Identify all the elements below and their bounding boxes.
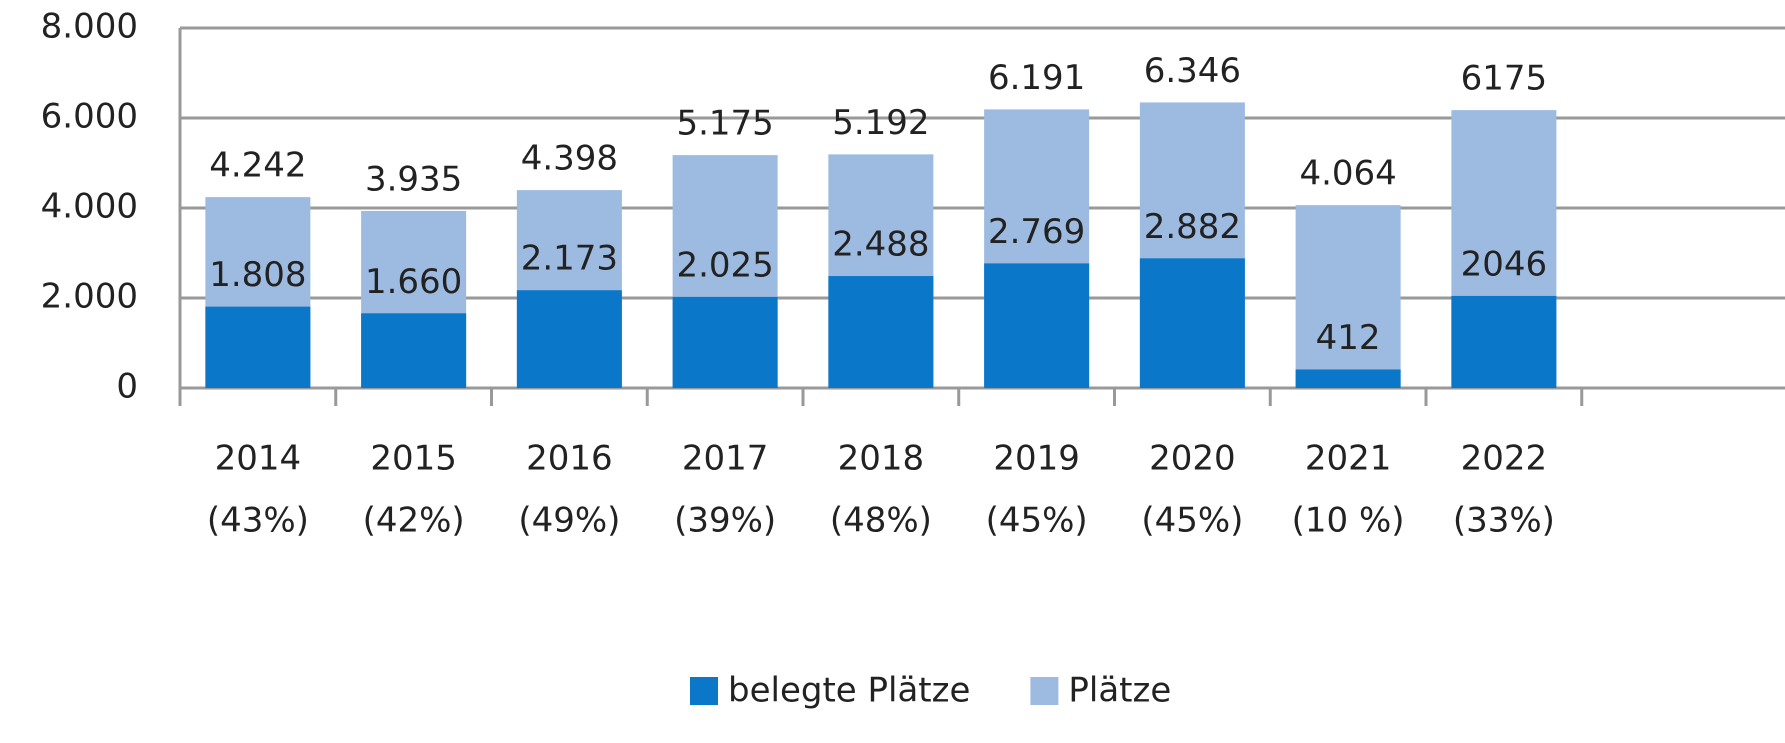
y-tick-label: 8.000 bbox=[41, 7, 138, 47]
data-label: 1.808 bbox=[209, 255, 306, 295]
x-tick-label: 2014 bbox=[215, 439, 302, 479]
data-label: 2046 bbox=[1461, 244, 1548, 284]
legend-label: Plätze bbox=[1068, 671, 1171, 711]
data-label: 6.191 bbox=[988, 58, 1085, 98]
x-tick-note: (42%) bbox=[363, 501, 465, 541]
bar bbox=[205, 306, 311, 388]
x-tick-label: 2015 bbox=[370, 439, 457, 479]
x-tick-label: 2021 bbox=[1305, 439, 1392, 479]
data-label: 6.346 bbox=[1144, 51, 1241, 91]
x-tick-label: 2020 bbox=[1149, 439, 1236, 479]
x-tick-label: 2018 bbox=[838, 439, 925, 479]
bar bbox=[828, 276, 934, 388]
y-tick-label: 4.000 bbox=[41, 187, 138, 227]
x-tick-note: (48%) bbox=[830, 501, 932, 541]
bar bbox=[1451, 295, 1557, 388]
data-label: 2.173 bbox=[521, 239, 618, 279]
y-tick-label: 2.000 bbox=[41, 277, 138, 317]
data-label: 2.769 bbox=[988, 212, 1085, 252]
data-label: 2.025 bbox=[676, 245, 773, 285]
data-label: 3.935 bbox=[365, 159, 462, 199]
x-tick-label: 2019 bbox=[993, 439, 1080, 479]
bar bbox=[361, 313, 467, 388]
bar bbox=[672, 296, 778, 388]
bar bbox=[1139, 258, 1245, 388]
bar bbox=[984, 263, 1090, 388]
legend-swatch bbox=[1030, 677, 1059, 705]
data-label: 4.064 bbox=[1299, 154, 1396, 194]
x-tick-note: (45%) bbox=[986, 501, 1088, 541]
data-label: 2.882 bbox=[1144, 207, 1241, 247]
legend-label: belegte Plätze bbox=[728, 671, 970, 711]
y-tick-label: 6.000 bbox=[41, 97, 138, 137]
bar bbox=[1295, 369, 1401, 388]
data-label: 412 bbox=[1316, 318, 1381, 358]
x-tick-label: 2016 bbox=[526, 439, 613, 479]
data-label: 5.192 bbox=[832, 103, 929, 143]
data-label: 2.488 bbox=[832, 225, 929, 265]
x-tick-note: (10 %) bbox=[1292, 501, 1405, 541]
x-tick-note: (33%) bbox=[1453, 501, 1555, 541]
data-label: 4.398 bbox=[521, 139, 618, 179]
data-label: 5.175 bbox=[676, 104, 773, 144]
x-tick-label: 2022 bbox=[1461, 439, 1548, 479]
x-tick-note: (45%) bbox=[1141, 501, 1243, 541]
legend-swatch bbox=[690, 677, 718, 705]
x-tick-note: (43%) bbox=[207, 501, 309, 541]
x-tick-note: (39%) bbox=[674, 501, 776, 541]
data-label: 6175 bbox=[1461, 59, 1548, 99]
data-label: 4.242 bbox=[209, 146, 306, 186]
data-label: 1.660 bbox=[365, 262, 462, 302]
y-tick-label: 0 bbox=[116, 367, 138, 407]
bar bbox=[516, 290, 622, 388]
bar bbox=[1295, 205, 1401, 388]
x-tick-note: (49%) bbox=[518, 501, 620, 541]
x-tick-label: 2017 bbox=[682, 439, 769, 479]
